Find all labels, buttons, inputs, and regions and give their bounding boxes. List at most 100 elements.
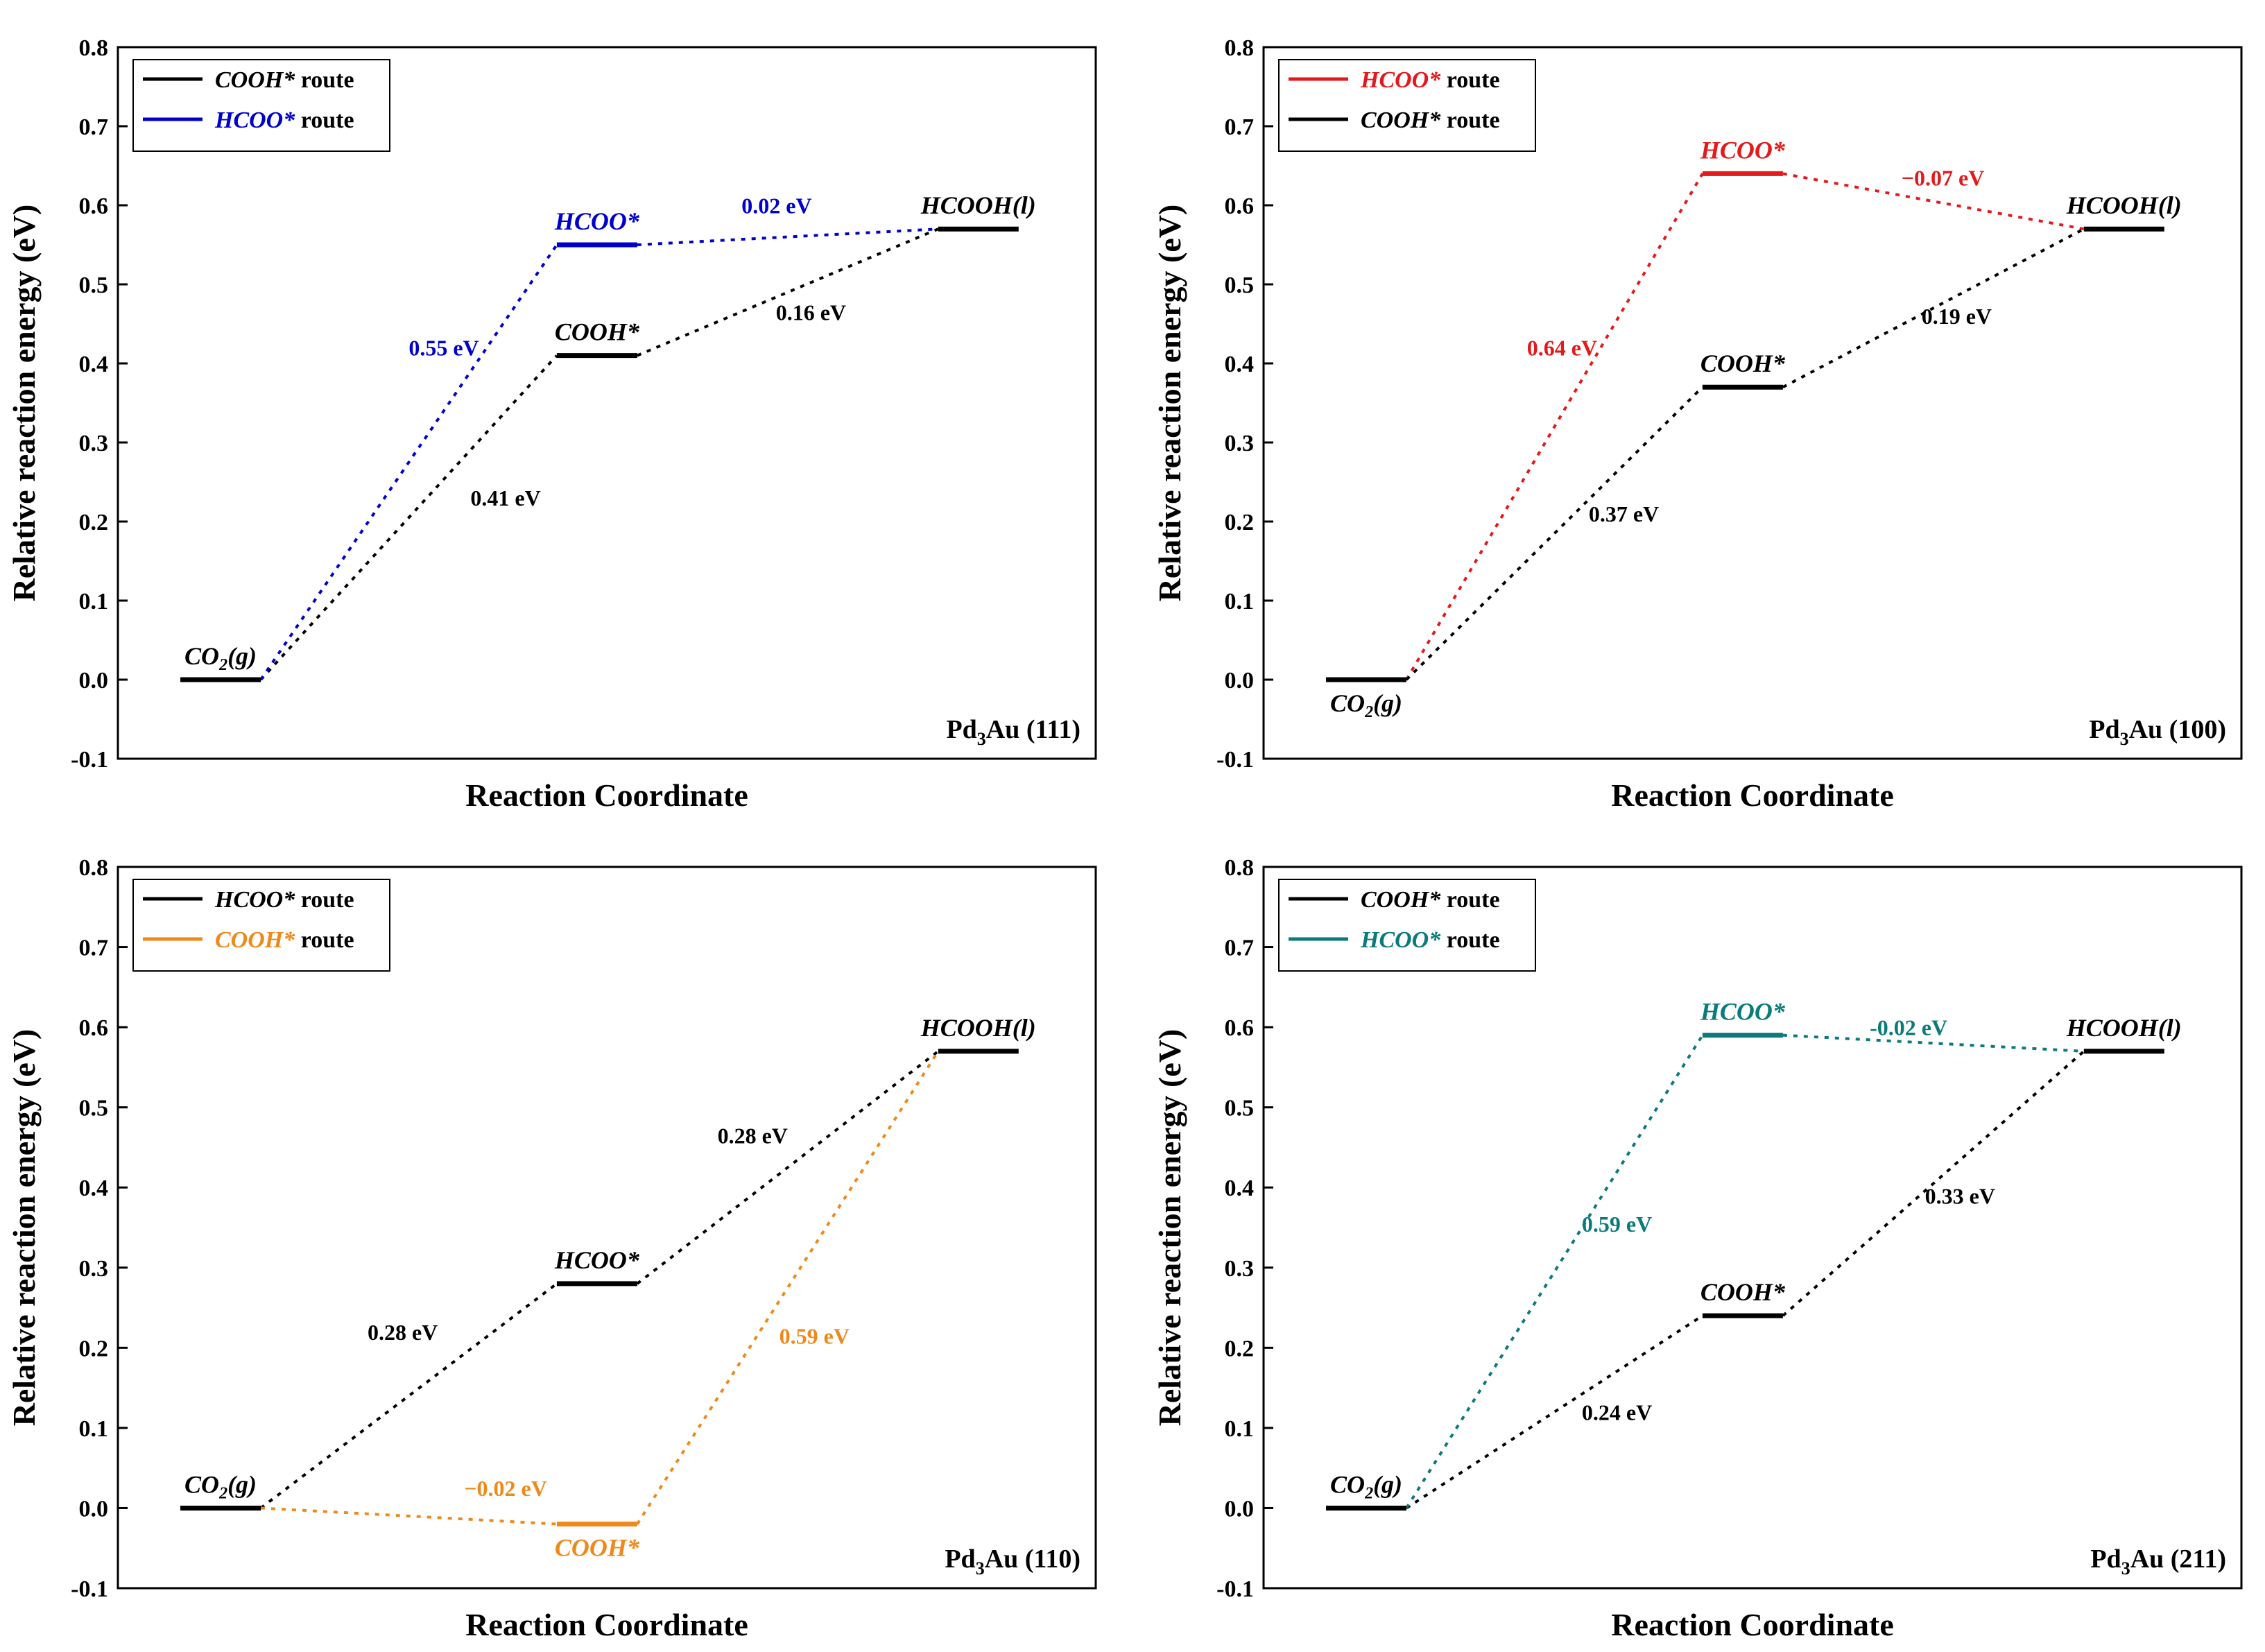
legend-entry-suffix: route (295, 107, 354, 133)
y-tick-label: 0.0 (1225, 1496, 1255, 1522)
state-label-main: CO (184, 1470, 219, 1498)
state-label-prod: HCOOH(l) (920, 1014, 1036, 1042)
y-tick-label: 0.3 (1225, 1256, 1255, 1282)
legend-entry-suffix: route (1440, 107, 1499, 133)
y-tick-label: 0.7 (79, 936, 109, 961)
y-axis-ticks: -0.1 0.0 0.1 0.2 0.3 0.4 0.5 0.6 0.7 0.8 (1216, 35, 1273, 773)
legend-entry-species: COOH* (215, 927, 295, 953)
energy-annotation: 0.28 eV (718, 1124, 788, 1148)
y-tick-label: 0.0 (79, 1496, 109, 1522)
state-label-prod: HCOOH(l) (2066, 191, 2182, 219)
route-connector (637, 227, 939, 357)
y-axis-title: Relative reaction energy (eV) (6, 205, 42, 602)
legend-entry: HCOO* route (214, 887, 354, 913)
y-tick-label: -0.1 (71, 1576, 108, 1602)
energy-annotation: 0.59 eV (1582, 1212, 1652, 1237)
state-label-sub: 2 (1364, 1484, 1373, 1502)
y-tick-label: 0.1 (79, 1416, 109, 1442)
surface-label-rest: Au (111) (986, 715, 1080, 744)
legend-entry-species: HCOO* (1360, 927, 1441, 953)
y-tick-label: 0.2 (79, 510, 109, 535)
legend-box (132, 879, 390, 972)
state-label-main: HCOOH(l) (920, 1014, 1036, 1042)
energy-annotation: −0.07 eV (1902, 166, 1985, 191)
state-label-prod: HCOOH(l) (2066, 1014, 2182, 1042)
state-label-co2: CO2(g) (1330, 689, 1402, 721)
route-connector (1782, 227, 2085, 388)
y-tick-label: 0.8 (79, 35, 109, 61)
route-connector (1782, 1050, 2085, 1317)
panel-pd3au-100: -0.1 0.0 0.1 0.2 0.3 0.4 0.5 0.6 0.7 0.8 Reaction … (1152, 35, 2243, 813)
energy-annotation: 0.55 eV (408, 336, 479, 361)
y-tick-label: 0.1 (1225, 589, 1255, 614)
route-connector (1405, 386, 1704, 681)
surface-label: Pd3Au (111) (946, 715, 1080, 749)
state-label-rest: (g) (227, 642, 257, 670)
y-tick-label: -0.1 (1216, 747, 1254, 773)
route-connector (636, 1050, 940, 1525)
energy-annotation: 0.41 eV (470, 485, 540, 510)
legend-box (1278, 879, 1536, 972)
surface-label-sub: 3 (977, 729, 986, 749)
surface-label-rest: Au (100) (2129, 715, 2226, 744)
legend-entry-species: COOH* (1361, 887, 1441, 913)
state-label-main: CO (184, 642, 219, 670)
y-axis-title: Relative reaction energy (eV) (1152, 205, 1187, 602)
y-tick-label: 0.1 (79, 589, 109, 614)
energy-annotation: 0.02 eV (741, 193, 811, 218)
y-tick-label: 0.2 (79, 1336, 109, 1361)
route-connector (259, 243, 558, 681)
route-connector (260, 1506, 558, 1526)
legend-box (1278, 59, 1536, 152)
state-label-rest: (g) (1373, 1470, 1402, 1498)
state-label-inter_a: HCOO* (554, 207, 640, 235)
surface-label: Pd3Au (110) (945, 1545, 1080, 1578)
state-label-main: COOH* (555, 318, 640, 346)
legend-entry: COOH* route (1361, 107, 1500, 133)
y-tick-label: 0.8 (1225, 35, 1255, 61)
energy-annotation: 0.19 eV (1922, 304, 1992, 329)
legend-entry-species: COOH* (1361, 107, 1441, 133)
y-tick-label: 0.6 (1225, 1015, 1255, 1041)
route-connector (1405, 173, 1704, 681)
y-tick-label: 0.8 (1225, 855, 1255, 881)
surface-label-sub: 3 (2121, 1558, 2130, 1578)
route-connector (1405, 1034, 1704, 1509)
surface-label-base: Pd (945, 1545, 975, 1574)
surface-label-sub: 3 (2120, 729, 2129, 749)
y-axis-title: Relative reaction energy (eV) (1152, 1029, 1187, 1427)
energy-annotation: 0.59 eV (780, 1324, 850, 1349)
y-axis-title: Relative reaction energy (eV) (6, 1029, 42, 1427)
state-label-rest: (g) (1373, 689, 1402, 717)
legend-entry-suffix: route (295, 67, 354, 93)
energy-annotation: 0.24 eV (1582, 1400, 1652, 1425)
state-label-inter_b: COOH* (1700, 1278, 1786, 1306)
y-tick-label: 0.3 (1225, 431, 1255, 456)
state-label-main: HCOO* (554, 1246, 640, 1274)
energy-annotation: 0.28 eV (368, 1320, 438, 1345)
legend-entry-species: HCOO* (1360, 67, 1441, 93)
state-label-main: COOH* (555, 1534, 640, 1562)
y-tick-label: 0.3 (79, 1256, 109, 1282)
panel-pd3au-110: -0.1 0.0 0.1 0.2 0.3 0.4 0.5 0.6 0.7 0.8 Reaction … (6, 855, 1097, 1642)
surface-label-base: Pd (2090, 1545, 2121, 1574)
y-axis-ticks: -0.1 0.0 0.1 0.2 0.3 0.4 0.5 0.6 0.7 0.8 (1216, 855, 1273, 1602)
plot-frame (1262, 866, 2243, 1590)
legend-entry-suffix: route (1440, 67, 1499, 93)
y-tick-label: 0.6 (1225, 193, 1255, 219)
y-tick-label: 0.4 (1225, 1176, 1255, 1201)
y-tick-label: 0.0 (79, 668, 109, 694)
state-label-co2: CO2(g) (184, 642, 257, 674)
panel-pd3au-111: -0.1 0.0 0.1 0.2 0.3 0.4 0.5 0.6 0.7 0.8 Reaction … (6, 35, 1097, 813)
legend-entry: COOH* route (215, 67, 354, 93)
y-tick-label: 0.1 (1225, 1416, 1255, 1442)
y-tick-label: 0.4 (79, 1176, 109, 1201)
y-tick-label: 0.5 (79, 273, 109, 298)
y-tick-label: 0.8 (79, 855, 109, 881)
state-label-sub: 2 (218, 1484, 227, 1502)
legend-entry-suffix: route (1440, 927, 1499, 953)
y-tick-label: 0.7 (1225, 936, 1255, 961)
